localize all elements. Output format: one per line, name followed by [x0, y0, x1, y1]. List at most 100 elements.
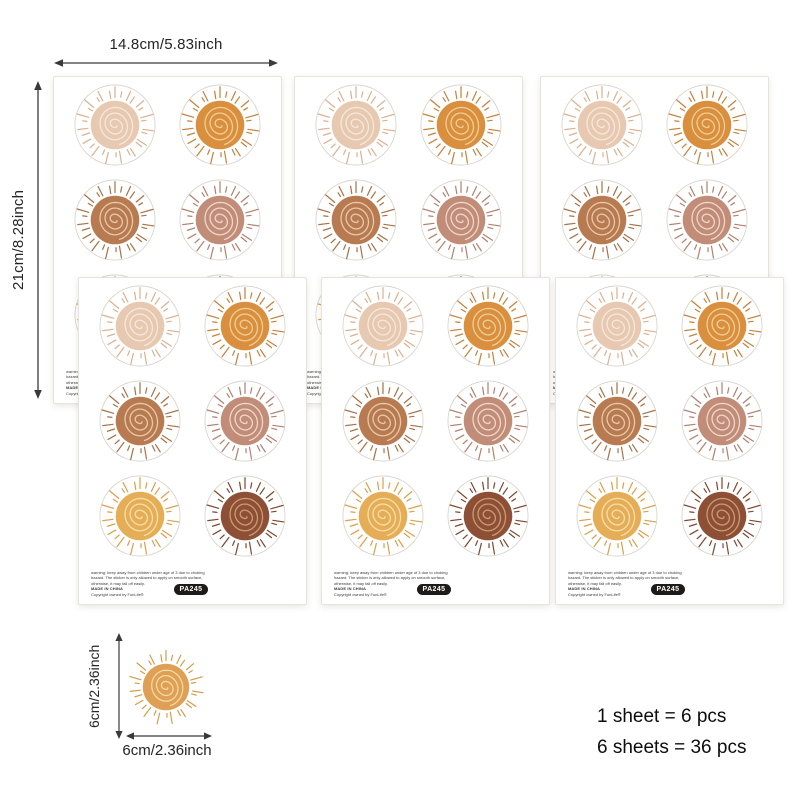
sun-rays — [101, 382, 180, 461]
sun-spiral — [367, 402, 402, 442]
sticker-width-label: 6cm/2.36inch — [122, 742, 212, 759]
sun-rays — [206, 477, 285, 556]
sun-rays — [449, 382, 528, 461]
sun-spiral — [367, 307, 402, 347]
sun-sticker-rust — [200, 471, 290, 561]
sun-icon — [99, 475, 181, 557]
sun-sticker-terracotta — [70, 175, 160, 265]
sun-icon — [74, 179, 156, 261]
sun-sticker-rust — [677, 471, 767, 561]
sun-rays — [683, 382, 762, 461]
count-line-1: 1 sheet = 6 pcs — [597, 706, 727, 727]
sun-icon — [315, 84, 397, 166]
sun-spiral — [691, 201, 726, 241]
sun-sticker-rust — [443, 471, 533, 561]
warning-text-line: Copyright owned by FunLife® — [568, 591, 621, 597]
sun-sticker-blush — [311, 80, 401, 170]
piece-counts: 1 sheet = 6 pcs 6 sheets = 36 pcs — [597, 701, 746, 763]
sun-rays — [683, 287, 762, 366]
sun-rays — [181, 86, 260, 165]
sun-icon — [576, 285, 658, 367]
sun-spiral — [586, 106, 621, 146]
sun-rays — [578, 477, 657, 556]
sun-sticker-blush — [95, 281, 185, 371]
sun-rays — [449, 477, 528, 556]
sun-spiral — [445, 106, 480, 146]
sticker-width-arrow — [126, 732, 212, 740]
sheet-height-label: 21cm/8.28inch — [10, 189, 27, 291]
sun-sticker-orange — [677, 281, 767, 371]
sun-spiral — [472, 497, 507, 537]
sun-sticker-golden — [338, 471, 428, 561]
sun-spiral — [706, 307, 741, 347]
sun-rays — [422, 86, 501, 165]
sun-icon — [99, 285, 181, 367]
sun-sticker-dusty-rose — [662, 175, 752, 265]
sun-rays — [344, 477, 423, 556]
product-code-badge: PA245 — [417, 584, 451, 595]
warning-text-line: otherwise, it may fall off easily. — [568, 580, 622, 586]
sun-spiral — [204, 201, 239, 241]
sun-icon — [99, 380, 181, 462]
warning-text-line: warning: keep away from children under a… — [91, 570, 205, 575]
sun-spiral — [340, 201, 375, 241]
sun-spiral — [445, 201, 480, 241]
sun-rays — [668, 86, 747, 165]
sun-rays — [563, 181, 642, 260]
sun-sticker-dusty-rose — [200, 376, 290, 466]
sun-icon — [681, 285, 763, 367]
sun-spiral — [151, 669, 184, 707]
single-sun-sticker — [123, 644, 209, 730]
sun-icon — [681, 380, 763, 462]
sun-spiral — [367, 497, 402, 537]
sun-sticker-orange — [200, 281, 290, 371]
sun-sticker-dusty-rose — [677, 376, 767, 466]
sun-icon — [420, 84, 502, 166]
sun-rays — [76, 181, 155, 260]
sun-icon — [129, 649, 204, 725]
sun-icon — [204, 285, 286, 367]
sun-spiral — [691, 106, 726, 146]
warning-text-line: otherwise, it may fall off easily. — [91, 580, 145, 586]
sun-icon — [342, 285, 424, 367]
sticker-sheet: warning: keep away from children under a… — [78, 277, 307, 605]
sticker-sheet: warning: keep away from children under a… — [555, 277, 784, 605]
warning-text-line: hazard. The sticker is only allowed to a… — [334, 575, 446, 581]
width-dimension-arrow — [54, 59, 278, 67]
sun-icon — [561, 84, 643, 166]
sun-icon — [342, 380, 424, 462]
sun-sticker-dusty-rose — [175, 175, 265, 265]
sticker-height-label: 6cm/2.36inch — [86, 644, 102, 728]
sticker-sheet: warning: keep away from children under a… — [321, 277, 550, 605]
sun-icon — [74, 84, 156, 166]
warning-text-line: MADE IN CHINA — [568, 586, 600, 592]
sun-sticker-terracotta — [557, 175, 647, 265]
sun-spiral — [99, 201, 134, 241]
sun-rays — [578, 382, 657, 461]
sun-icon — [666, 179, 748, 261]
height-dimension-arrow — [34, 81, 42, 399]
sun-sticker-blush — [572, 281, 662, 371]
sun-sticker-dusty-rose — [443, 376, 533, 466]
warning-text-line: hazard. The sticker is only allowed to a… — [91, 575, 203, 581]
sun-icon — [447, 380, 529, 462]
sun-sticker-dusty-rose — [416, 175, 506, 265]
sun-spiral — [706, 402, 741, 442]
warning-text: warning: keep away from children under a… — [568, 570, 733, 597]
sun-rays — [683, 477, 762, 556]
sun-icon — [315, 179, 397, 261]
sun-spiral — [472, 307, 507, 347]
sun-spiral — [229, 402, 264, 442]
warning-text-line: Copyright owned by FunLife® — [91, 591, 144, 597]
sun-sticker-orange — [175, 80, 265, 170]
sun-rays — [344, 287, 423, 366]
sun-rays — [101, 477, 180, 556]
product-code-badge: PA245 — [651, 584, 685, 595]
sun-icon — [179, 179, 261, 261]
sun-spiral — [124, 497, 159, 537]
sun-spiral — [706, 497, 741, 537]
sun-icon — [342, 475, 424, 557]
sun-rays — [344, 382, 423, 461]
warning-text-line: otherwise, it may fall off easily. — [334, 580, 388, 586]
sun-icon — [681, 475, 763, 557]
